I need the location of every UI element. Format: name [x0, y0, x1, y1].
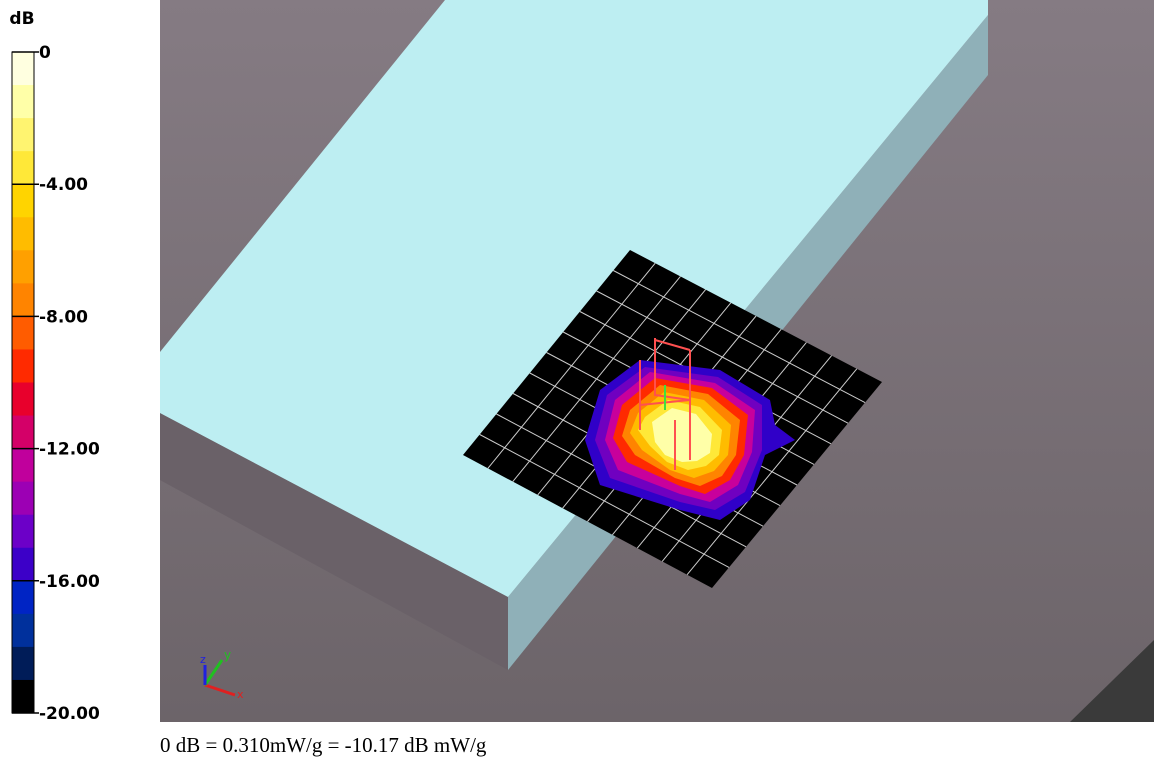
color-band — [12, 613, 34, 648]
colorbar-unit: dB — [9, 9, 34, 29]
color-band — [12, 580, 34, 615]
color-band — [12, 118, 34, 152]
tick-label: -20.00 — [39, 704, 100, 724]
color-band — [12, 382, 34, 417]
color-band — [12, 217, 34, 251]
tick-label: -8.00 — [39, 307, 88, 327]
triad-x: x — [237, 688, 244, 701]
triad-y: y — [224, 648, 231, 662]
color-band — [12, 415, 34, 450]
color-band — [12, 85, 34, 119]
color-band — [12, 514, 34, 549]
color-band — [12, 184, 34, 218]
tick-label: -12.00 — [39, 440, 100, 460]
footer: 0 dB = 0.310mW/g = -10.17 dB mW/g — [160, 733, 487, 757]
triad-z: z — [200, 653, 206, 666]
color-band — [12, 646, 34, 681]
tick-label: -16.00 — [39, 572, 100, 592]
color-band — [12, 679, 34, 714]
color-band — [12, 250, 34, 284]
color-band — [12, 52, 34, 86]
phantom-edge — [1070, 640, 1154, 722]
grid-line — [686, 368, 858, 576]
colorbar: dB 0 -4.00 -8.00 -12.00 -16.00 -20.00 — [9, 9, 100, 724]
color-band — [12, 349, 34, 383]
color-band — [12, 448, 34, 483]
slab-shadow — [160, 413, 508, 670]
color-band — [12, 151, 34, 185]
color-band — [12, 481, 34, 516]
color-band — [12, 283, 34, 317]
scene: x y z — [160, 0, 1154, 722]
grid-line — [479, 434, 730, 568]
tick-label: -4.00 — [39, 175, 88, 195]
color-band — [12, 547, 34, 582]
slab-top — [160, 0, 988, 597]
axes-triad: x y z — [200, 648, 244, 701]
color-band — [12, 316, 34, 350]
tick-label: 0 — [39, 43, 51, 63]
